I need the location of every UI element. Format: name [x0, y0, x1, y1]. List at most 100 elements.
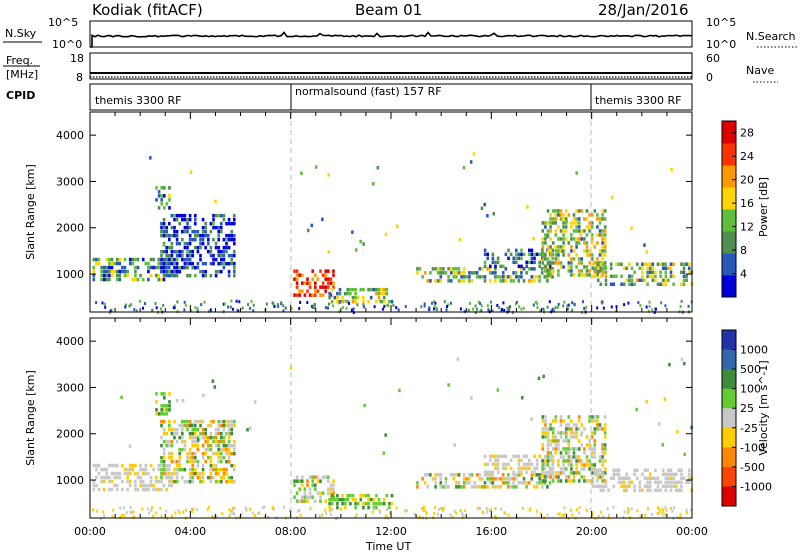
echo-cell	[520, 275, 523, 279]
echo-cell	[356, 303, 359, 307]
echo-cell	[203, 300, 206, 304]
echo-cell	[622, 476, 626, 480]
echo-cell	[557, 443, 560, 447]
echo-cell	[522, 462, 526, 467]
echo-cell	[594, 468, 597, 472]
echo-cell	[316, 289, 320, 293]
echo-cell	[494, 267, 497, 271]
echo-cell	[617, 468, 621, 472]
echo-cell	[126, 467, 129, 472]
echo-cell	[225, 467, 228, 472]
colorbar-swatch	[722, 253, 736, 276]
echo-cell	[154, 302, 157, 305]
echo-cell	[549, 213, 552, 217]
echo-cell	[336, 299, 339, 304]
echo-cell	[507, 248, 510, 253]
echo-cell	[609, 476, 613, 480]
echo-cell	[202, 393, 205, 398]
echo-cell	[674, 488, 678, 492]
echo-cell	[321, 513, 324, 517]
echo-cell	[136, 265, 140, 270]
echo-cell	[680, 480, 683, 484]
echo-cell	[188, 431, 192, 436]
echo-cell	[601, 451, 604, 455]
echo-cell	[549, 229, 552, 233]
echo-cell	[155, 412, 158, 416]
echo-cell	[328, 295, 331, 300]
echo-cell	[324, 508, 327, 512]
echo-cell	[201, 273, 205, 278]
echo-cell	[494, 466, 497, 471]
echo-cell	[155, 392, 158, 396]
echo-cell	[134, 471, 137, 476]
echo-cell	[617, 476, 621, 480]
echo-cell	[177, 509, 180, 513]
echo-cell	[92, 483, 96, 488]
echo-cell	[539, 309, 542, 313]
echo-cell	[564, 423, 568, 427]
echo-cell	[564, 225, 568, 229]
echo-cell	[204, 269, 207, 274]
echo-cell	[469, 160, 473, 164]
echo-cell	[585, 305, 588, 309]
echo-cell	[214, 225, 218, 230]
echo-cell	[588, 463, 591, 467]
echo-cell	[141, 483, 145, 488]
echo-cell	[230, 443, 233, 448]
echo-cell	[541, 245, 545, 249]
echo-cell	[162, 273, 166, 278]
echo-cell	[298, 273, 301, 277]
echo-cell	[685, 262, 688, 266]
echo-cell	[229, 305, 232, 309]
echo-cell	[546, 447, 550, 451]
echo-cell	[596, 217, 599, 221]
echo-cell	[319, 285, 322, 289]
echo-cell	[501, 473, 505, 477]
echo-cell	[151, 309, 154, 313]
echo-cell	[582, 300, 584, 304]
echo-cell	[659, 282, 662, 286]
echo-cell	[217, 419, 220, 424]
echo-cell	[607, 488, 610, 492]
echo-cell	[183, 241, 187, 246]
x-tick-label: 08:00	[275, 525, 307, 538]
echo-cell	[225, 419, 228, 424]
echo-cell	[160, 487, 163, 492]
echo-cell	[199, 241, 202, 246]
echo-cell	[590, 451, 594, 455]
echo-cell	[405, 508, 408, 512]
echo-cell	[183, 419, 187, 424]
echo-cell	[452, 271, 456, 275]
echo-cell	[372, 182, 375, 186]
echo-cell	[436, 473, 440, 477]
echo-cell	[254, 400, 257, 404]
echo-cell	[562, 241, 565, 245]
echo-cell	[434, 485, 437, 489]
echo-cell	[556, 305, 559, 309]
echo-cell	[441, 509, 444, 513]
echo-cell	[661, 262, 665, 266]
echo-cell	[121, 479, 124, 484]
echo-cell	[578, 511, 581, 515]
echo-cell	[220, 479, 223, 484]
echo-cell	[551, 479, 555, 483]
echo-cell	[173, 304, 176, 308]
echo-cell	[321, 293, 325, 297]
echo-cell	[502, 462, 505, 467]
echo-cell	[115, 277, 119, 282]
echo-cell	[669, 476, 673, 480]
echo-cell	[301, 475, 304, 479]
echo-cell	[225, 237, 228, 242]
echo-cell	[149, 483, 153, 488]
echo-cell	[324, 285, 327, 289]
echo-cell	[162, 225, 166, 230]
echo-cell	[607, 513, 610, 517]
echo-cell	[100, 479, 103, 484]
echo-cell	[173, 225, 176, 230]
echo-cell	[152, 265, 155, 270]
echo-cell	[591, 274, 595, 278]
echo-cell	[168, 455, 171, 460]
echo-cell	[593, 431, 597, 435]
echo-cell	[676, 430, 679, 434]
